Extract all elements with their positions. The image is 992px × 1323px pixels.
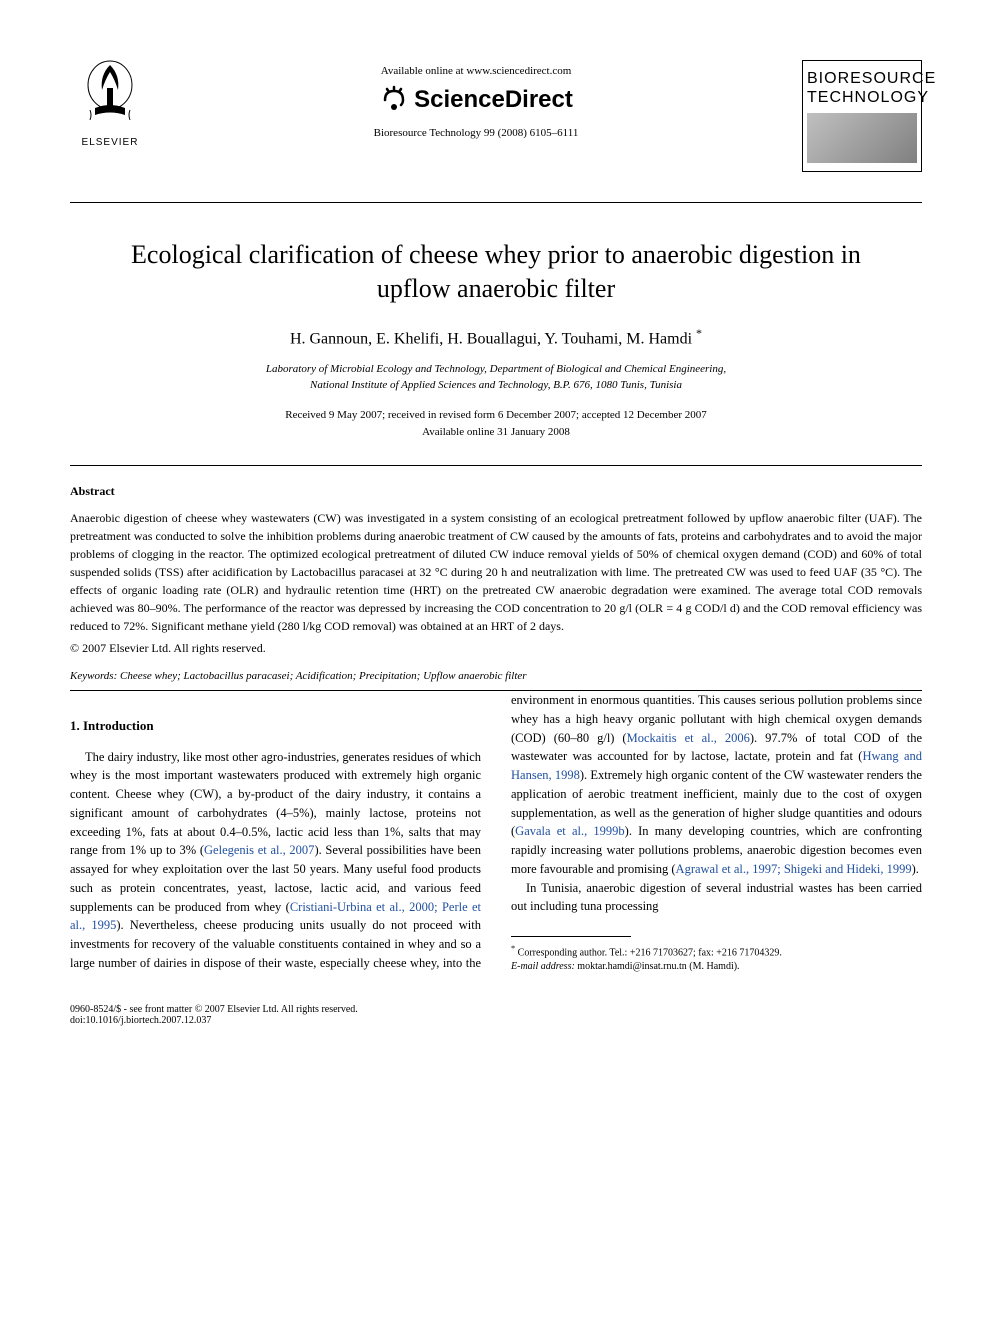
footnote-separator (511, 936, 631, 937)
body-two-column: 1. Introduction The dairy industry, like… (70, 691, 922, 974)
affiliation-line1: Laboratory of Microbial Ecology and Tech… (70, 362, 922, 377)
intro-text-a: The dairy industry, like most other agro… (70, 750, 481, 858)
footnote-email-address[interactable]: moktar.hamdi@insat.rnu.tn (577, 961, 686, 972)
citation-mockaitis-2006[interactable]: Mockaitis et al., 2006 (627, 731, 750, 745)
abstract-body: Anaerobic digestion of cheese whey waste… (70, 509, 922, 635)
affiliation-line2: National Institute of Applied Sciences a… (70, 378, 922, 393)
journal-cover-thumbnail (807, 113, 917, 163)
sciencedirect-text: ScienceDirect (414, 86, 573, 114)
footnote-email-name: (M. Hamdi). (689, 961, 739, 972)
available-online-text: Available online at www.sciencedirect.co… (150, 65, 802, 77)
dates-line2: Available online 31 January 2008 (70, 424, 922, 441)
abstract-text-content: Anaerobic digestion of cheese whey waste… (70, 511, 922, 633)
citation-gavala-1999b[interactable]: Gavala et al., 1999b (515, 824, 624, 838)
citation-gelegenis-2007[interactable]: Gelegenis et al., 2007 (204, 843, 314, 857)
authors-text: H. Gannoun, E. Khelifi, H. Bouallagui, Y… (290, 330, 692, 347)
footnote-asterisk: * (511, 944, 515, 953)
elsevier-tree-icon (80, 60, 140, 130)
intro-text-g: ). (912, 862, 919, 876)
sciencedirect-icon (379, 85, 409, 115)
journal-logo-line2: TECHNOLOGY (807, 88, 917, 107)
footer-issn-copyright: 0960-8524/$ - see front matter © 2007 El… (70, 1004, 358, 1015)
page-footer: 0960-8524/$ - see front matter © 2007 El… (70, 1004, 922, 1026)
article-title: Ecological clarification of cheese whey … (110, 238, 882, 306)
footnote-block: * Corresponding author. Tel.: +216 71703… (511, 943, 922, 974)
author-list: H. Gannoun, E. Khelifi, H. Bouallagui, Y… (70, 326, 922, 348)
abstract-copyright: © 2007 Elsevier Ltd. All rights reserved… (70, 641, 922, 656)
dates-line1: Received 9 May 2007; received in revised… (70, 407, 922, 424)
keywords-line: Keywords: Cheese whey; Lactobacillus par… (70, 670, 922, 682)
footnote-email-line: E-mail address: moktar.hamdi@insat.rnu.t… (511, 960, 922, 974)
header-rule (70, 202, 922, 203)
journal-cover-logo: BIORESOURCE TECHNOLOGY (802, 60, 922, 172)
footnote-email-label: E-mail address: (511, 961, 575, 972)
page-header: ELSEVIER Available online at www.science… (70, 60, 922, 172)
keywords-values: Cheese whey; Lactobacillus paracasei; Ac… (120, 670, 527, 682)
article-dates: Received 9 May 2007; received in revised… (70, 407, 922, 440)
abstract-heading: Abstract (70, 484, 922, 499)
elsevier-label: ELSEVIER (70, 137, 150, 148)
footnote-corresponding: * Corresponding author. Tel.: +216 71703… (511, 943, 922, 960)
affiliation-block: Laboratory of Microbial Ecology and Tech… (70, 362, 922, 393)
citation-agrawal-shigeki[interactable]: Agrawal et al., 1997; Shigeki and Hideki… (676, 862, 912, 876)
footer-doi: doi:10.1016/j.biortech.2007.12.037 (70, 1015, 358, 1026)
sciencedirect-logo: ScienceDirect (150, 85, 802, 115)
journal-logo-line1: BIORESOURCE (807, 69, 917, 88)
intro-paragraph-2: In Tunisia, anaerobic digestion of sever… (511, 879, 922, 917)
footer-left: 0960-8524/$ - see front matter © 2007 El… (70, 1004, 358, 1026)
elsevier-logo: ELSEVIER (70, 60, 150, 148)
footnote-corr-text: Corresponding author. Tel.: +216 7170362… (518, 947, 782, 958)
corresponding-author-mark: * (696, 326, 702, 340)
journal-reference: Bioresource Technology 99 (2008) 6105–61… (150, 127, 802, 139)
introduction-heading: 1. Introduction (70, 716, 481, 736)
rule-above-abstract (70, 465, 922, 466)
center-header: Available online at www.sciencedirect.co… (150, 60, 802, 139)
keywords-label: Keywords: (70, 670, 117, 682)
